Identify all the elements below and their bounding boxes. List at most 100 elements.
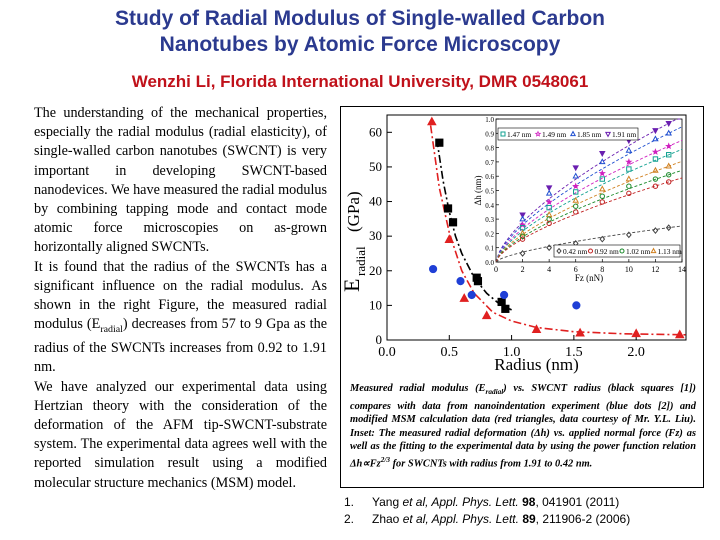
- inset-legend-marker: [604, 131, 612, 138]
- caption-part-3: ) vs. applied normal force (Fz) as well …: [350, 427, 696, 470]
- reference-pages: , 041901 (2011): [535, 495, 620, 509]
- inset-ytick-label: 0.4: [485, 202, 494, 210]
- inset-data-point: [572, 172, 579, 179]
- inset-data-point: [652, 183, 659, 189]
- inset-data-point: [652, 176, 659, 182]
- inset-legend-marker: [500, 131, 506, 137]
- inset-data-point: [666, 172, 672, 178]
- inset-xtick-label: 8: [600, 265, 604, 274]
- inset-data-point: [665, 121, 672, 127]
- reference-etal: et al: [402, 512, 426, 526]
- title-line-1: Study of Radial Modulus of Single-walled…: [114, 7, 605, 30]
- main-ytick-label: 60: [369, 124, 382, 139]
- data-dot: [456, 277, 465, 286]
- inset-fit-curve: [495, 139, 683, 263]
- inset-data-point: [572, 182, 580, 190]
- main-plot-frame: [386, 114, 687, 341]
- inset-data-point: [652, 128, 659, 135]
- inset-ytick-label: 0.9: [485, 130, 494, 138]
- inset-data-point: [652, 135, 659, 142]
- inset-data-point: [599, 235, 606, 243]
- inset-data-point: [665, 162, 672, 169]
- inset-xtick-label: 0: [494, 265, 498, 274]
- caption-part-2: ) vs. SWCNT radius (black squares [1]) c…: [350, 383, 696, 439]
- poster-title: Study of Radial Modulus of Single-walled…: [0, 6, 720, 58]
- inset-data-point: [651, 148, 659, 155]
- inset-data-point: [652, 156, 659, 162]
- data-triangle: [674, 329, 685, 339]
- inset-ytick-label: 0.2: [485, 230, 494, 238]
- data-square: [435, 138, 444, 147]
- inset-data-point: [626, 183, 632, 189]
- inset-data-point: [599, 158, 606, 165]
- inset-data-point: [573, 189, 579, 195]
- inset-data-point: [519, 236, 526, 242]
- inset-data-point: [573, 203, 579, 209]
- inset-data-point: [625, 175, 633, 182]
- reference-volume: 98: [522, 495, 536, 509]
- inset-data-point: [665, 224, 672, 232]
- inset-legend-label: 0.42 nm: [563, 247, 587, 256]
- inset-ytick-label: 0.8: [485, 145, 494, 153]
- inset-fit-curve: [495, 169, 683, 263]
- inset-data-point: [665, 142, 673, 150]
- inset-data-point: [519, 212, 526, 219]
- data-square: [443, 204, 453, 213]
- inset-fit-curve: [495, 126, 683, 263]
- inset-legend-label: 1.13 nm: [658, 247, 682, 256]
- inset-xtick-label: 6: [574, 265, 578, 274]
- main-xtick-label: 2.0: [627, 345, 645, 360]
- inset-fit-curve: [495, 177, 683, 263]
- main-ylabel-subscript: radial: [353, 246, 368, 276]
- inset-ytick-label: 1.0: [485, 116, 494, 124]
- main-ylabel-unit: (GPa): [344, 191, 363, 232]
- reference-1: 1. Yang et al, Appl. Phys. Lett. 98, 0419…: [344, 494, 630, 511]
- main-ylabel-e: E: [339, 279, 364, 292]
- inset-data-point: [546, 204, 552, 211]
- inset-fit-curve: [495, 118, 682, 263]
- paragraph-2: It is found that the radius of the SWCNT…: [34, 258, 327, 378]
- inset-data-point: [598, 169, 606, 177]
- main-ytick-label: 40: [369, 194, 382, 209]
- figure-caption: Measured radial modulus (Eradial) vs. SW…: [350, 382, 696, 471]
- caption-part-1: Measured radial modulus (E: [350, 383, 486, 394]
- main-ytick-label: 20: [369, 263, 382, 278]
- inset-xtick-label: 2: [521, 265, 525, 274]
- inset-fit-curve: [495, 160, 683, 263]
- inset-data-point: [652, 166, 659, 173]
- data-triangle: [481, 310, 492, 320]
- inset-legend-label: 1.02 nm: [626, 247, 650, 256]
- main-xtick-label: 0.5: [441, 345, 459, 360]
- inset-legend-box: [553, 244, 681, 258]
- inset-data-point: [665, 129, 672, 136]
- inset-legend-marker: [619, 248, 625, 254]
- reference-number: 2.: [344, 512, 355, 526]
- inset-data-point: [626, 166, 632, 172]
- reference-pages: , 211906-2 (2006): [535, 512, 631, 526]
- inset-data-point: [625, 158, 633, 165]
- inset-data-point: [599, 185, 606, 192]
- inset-data-point: [546, 220, 552, 227]
- reference-authors: Yang: [372, 495, 403, 509]
- inset-ytick-label: 0.0: [485, 259, 494, 267]
- inset-legend-marker: [556, 247, 562, 255]
- inset-xlabel: Fz (nN): [575, 273, 603, 283]
- paragraph-3: We have analyzed our experimental data u…: [34, 378, 327, 491]
- inset-data-point: [545, 198, 553, 206]
- data-square: [497, 297, 506, 307]
- inset-data-point: [652, 227, 659, 234]
- data-triangle: [459, 293, 470, 302]
- inset-legend-label: 1.85 nm: [577, 130, 601, 139]
- references: 1. Yang et al, Appl. Phys. Lett. 98, 0419…: [344, 494, 630, 528]
- inset-ytick-label: 0.6: [485, 173, 494, 181]
- inset-data-point: [599, 193, 605, 199]
- inset-data-point: [625, 146, 633, 153]
- reference-etal: et al: [402, 495, 426, 509]
- paragraph-1: The understanding of the mechanical prop…: [34, 105, 327, 256]
- data-dot: [428, 264, 438, 274]
- inset-data-point: [599, 151, 606, 157]
- inset-ytick-label: 0.1: [485, 245, 494, 253]
- data-dot: [500, 290, 509, 300]
- inset-legend-marker: [588, 248, 593, 254]
